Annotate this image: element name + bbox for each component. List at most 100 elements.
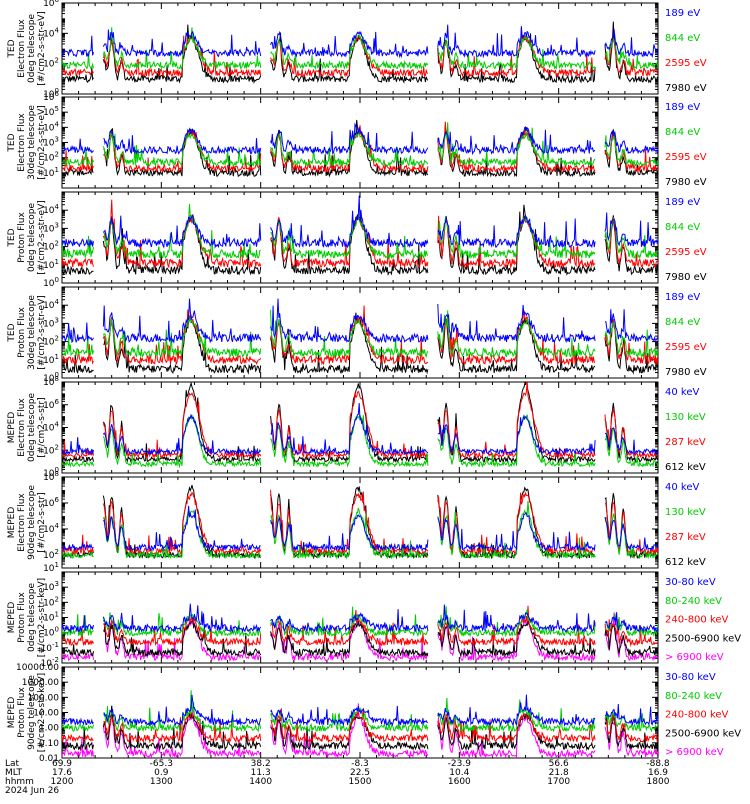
y-axis-title: MEPEDElectron Flux90deg telescope[#/cm2-… [7,485,47,560]
y-axis-title: TEDProton Flux0deg telescope[#/cm2-s-str… [7,200,47,275]
y-tick-label: 1.00 [39,724,59,734]
x-tick-label: 38.2 [251,759,271,769]
series-line [62,298,658,344]
y-tick-label: 100.00 [28,693,60,703]
legend-entry: 80-240 keV [665,691,722,702]
y-axis-title: TEDElectron Flux30deg telescope[#/cm2-s-… [7,105,47,180]
y-tick-label: 103 [43,580,59,593]
x-tick-label: 1200 [51,777,74,787]
y-tick-label: 102 [43,57,59,70]
series-group [62,484,658,560]
legend-entry: 130 keV [665,412,706,423]
x-tick-label: 56.6 [549,759,569,769]
series-line [62,204,658,277]
series-line [62,616,658,658]
series-line [62,402,658,456]
series-line [62,199,658,269]
legend-entry: 189 eV [665,8,700,19]
x-tick-label: -8.3 [351,759,369,769]
y-tick-label: 104 [43,203,59,216]
y-tick-label: 10000.00 [16,663,59,673]
x-tick-label: 22.5 [350,768,370,778]
y-tick-label: 100 [43,466,59,479]
y-tick-label: 10.00 [33,709,59,719]
legend-entry: 844 eV [665,33,700,44]
legend-entry: 2595 eV [665,58,707,69]
x-tick-label: 16.9 [648,768,668,778]
legend-entry: 7980 eV [665,177,707,188]
legend-entry: 2595 eV [665,342,707,353]
x-tick-label: 1800 [647,777,670,787]
panel-1: 100 102 104 106 TEDElectron Flux0deg telesco… [7,0,707,100]
legend-entry: 40 keV [665,482,699,493]
series-line [62,603,658,634]
series-group [62,382,658,469]
panel-5: 100 102 104 106 108 MEPEDElectron Flux0deg te… [7,375,706,479]
y-axis-title: MEPEDProton Flux0deg telescope[#/cm2-s-s… [7,578,47,657]
y-tick-label: 101 [43,611,59,624]
y-tick-label: 100 [43,276,59,289]
legend-entry: 612 keV [665,557,706,568]
y-tick-label: 106 [43,90,59,103]
y-axis-title: TEDProton Flux30deg telescope[#/cm2-s-st… [7,295,47,370]
legend-entry: 2595 eV [665,247,707,258]
date-label: 2024 Jun 26 [5,786,59,796]
y-tick-label: 102 [43,443,59,456]
legend-entry: > 6900 keV [665,652,724,663]
y-tick-label: 106 [43,398,59,411]
legend-entry: 30-80 keV [665,577,716,588]
y-axis-title: MEPEDElectron Flux0deg telescope[#/cm2-s… [7,393,47,463]
series-line [62,309,658,359]
series-line [62,203,658,260]
x-row-label: MLT [5,768,23,778]
series-line [62,694,658,727]
legend-entry: 30-80 keV [665,672,716,683]
y-axis-title: TEDElectron Flux0deg telescope[#/cm2-s-s… [7,11,47,86]
series-line [62,612,658,662]
series-line [62,121,658,174]
series-group [62,21,658,84]
y-tick-label: 101 [43,258,59,271]
y-tick-label: 102 [43,151,59,164]
y-tick-label: 106 [43,496,59,509]
x-tick-label: -65.3 [150,759,173,769]
legend-entry: 189 eV [665,102,700,113]
panel-8: 0.01 0.10 1.00 10.00 100.00 1000.00 10000.00ME… [7,663,741,764]
y-tick-label: 102 [43,335,59,348]
legend-entry: 287 keV [665,532,706,543]
series-line [62,606,658,638]
series-line [62,27,658,78]
y-tick-label: 10-2 [41,656,59,669]
series-line [62,122,658,156]
y-tick-label: 100 [43,87,59,100]
y-tick-label: 108 [43,375,59,388]
x-tick-label: 1400 [249,777,272,787]
y-tick-label: 104 [43,421,59,434]
legend-entry: 2500-6900 keV [665,633,741,644]
series-line [62,21,658,84]
x-tick-label: 21.8 [549,768,569,778]
y-tick-label: 0.10 [39,739,59,749]
y-tick-label: 100 [43,626,59,639]
x-tick-label: 1600 [448,777,471,787]
legend-entry: 2500-6900 keV [665,728,741,739]
series-group [62,690,658,758]
series-line [62,505,658,552]
y-tick-label: 100 [43,371,59,384]
x-tick-label: 1700 [547,777,570,787]
y-tick-label: 101 [43,166,59,179]
legend-entry: 40 keV [665,387,699,398]
series-line [62,122,658,168]
legend-entry: 189 eV [665,197,700,208]
x-tick-label: 1300 [150,777,173,787]
legend-entry: 844 eV [665,222,700,233]
y-tick-label: 101 [43,353,59,366]
series-line [62,690,658,733]
legend-entry: 80-240 keV [665,596,722,607]
y-tick-label: 104 [43,26,59,39]
legend-entry: 189 eV [665,292,700,303]
